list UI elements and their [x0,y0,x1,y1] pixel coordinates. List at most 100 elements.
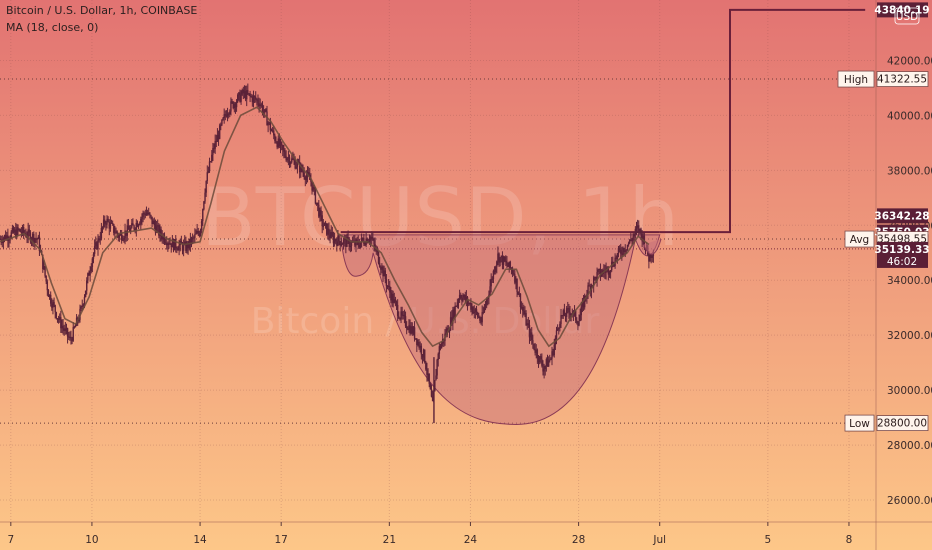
candle-body [627,243,630,245]
candle-body [164,242,167,244]
candle-body [29,232,32,242]
candle-body [496,261,498,267]
candle-body [425,362,427,370]
candle-body [294,160,296,169]
measured-move-target[interactable] [659,8,866,234]
candle-body [115,231,117,234]
candle-body [52,302,54,308]
candle-body [598,268,601,270]
candle-body [651,255,653,258]
price-tag-value: 28800.00 [877,418,927,430]
candle-body [38,236,41,252]
candle-body [182,243,185,251]
candle-body [476,312,479,317]
candle-body [349,245,352,248]
candle-body [252,96,255,103]
candle-body [585,295,587,297]
candle-body [511,269,514,274]
candle-body [242,89,245,94]
candle-body [348,238,350,248]
candle-body [113,224,115,233]
candle-body [142,213,144,217]
candle-body [414,338,417,340]
candle-body [533,343,535,350]
y-tick-label: 28000.00 [887,440,932,452]
candle-body [194,234,196,238]
candle-body [592,277,595,287]
candle-body [497,253,499,262]
candle-body [556,328,559,331]
candle-body [279,142,282,147]
candle-body [19,229,21,232]
candle-body [203,201,205,210]
candle-body [631,240,633,242]
candle-body [613,265,615,267]
candle-body [152,220,154,224]
candle-body [260,104,263,106]
candle-body [489,286,491,295]
candle-body [396,304,399,316]
candles[interactable] [0,83,662,424]
candle-body [413,327,416,339]
candle-body [458,294,461,301]
candle-body [323,222,326,226]
candle-body [347,236,349,239]
candle-body [473,311,475,314]
candle-body [520,306,523,308]
candle-body [83,297,86,305]
y-tick-label: 38000.00 [887,165,932,177]
candle-body [618,248,621,250]
indicator-title[interactable]: MA (18, close, 0) [6,21,99,34]
candle-body [101,227,104,229]
candle-body [346,236,348,247]
candle-body [395,301,398,305]
candle-body [72,326,74,341]
candle-body [545,359,548,366]
currency-badge-label[interactable]: USD [896,11,918,23]
candle-body [514,274,516,283]
candle-body [148,212,150,215]
candle-body [73,326,76,328]
candle-body [403,314,406,317]
candle-body [159,229,161,236]
candle-body [525,313,527,326]
candle-body [312,186,314,191]
candle-body [537,358,540,363]
price-tag-label: High [844,74,868,86]
candle-body [3,235,6,239]
candle-body [569,312,571,316]
symbol-title[interactable]: Bitcoin / U.S. Dollar, 1h, COINBASE [6,4,198,17]
candle-body [145,212,148,216]
candle-body [430,389,433,397]
candle-body [136,222,139,227]
candle-body [369,236,372,241]
currency-badge[interactable] [894,7,920,25]
candle-body [544,365,546,370]
candle-body [332,235,335,244]
candle-body [333,238,336,244]
candle-body [503,256,506,262]
candle-body [234,103,237,108]
candle-body [44,266,46,276]
candle-body [453,309,455,317]
candle-body [386,285,389,287]
candle-body [652,254,655,256]
candle-body [635,227,638,229]
candle-body [170,243,172,248]
candle-body [205,180,207,193]
candle-body [146,212,149,215]
candle-body [583,295,586,308]
candle-body [296,162,299,167]
candle-body [55,312,58,319]
candle-body [362,237,364,240]
candle-body [128,229,131,233]
candle-body [131,223,133,228]
candle-body [451,317,453,324]
candle-body [161,235,163,240]
candle-body [505,261,507,263]
candle-body [565,308,568,317]
candle-body [523,310,525,315]
candle-body [157,225,159,227]
